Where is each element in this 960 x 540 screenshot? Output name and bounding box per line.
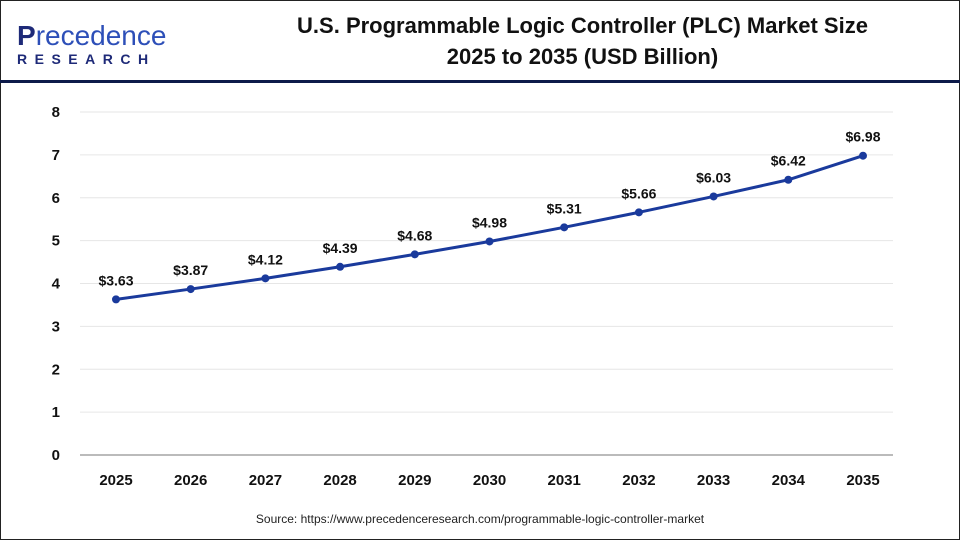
x-tick-label: 2032	[622, 472, 655, 489]
data-label: $4.12	[248, 251, 283, 267]
data-label: $5.66	[621, 185, 656, 201]
y-tick-label: 0	[52, 447, 60, 464]
precedence-research-logo: Precedence RESEARCH	[17, 20, 167, 68]
x-tick-label: 2033	[697, 472, 730, 489]
data-point	[634, 208, 643, 217]
data-label: $4.68	[397, 227, 432, 243]
y-tick-label: 7	[52, 147, 60, 164]
data-point	[261, 274, 270, 283]
y-tick-label: 2	[52, 361, 60, 378]
data-label: $6.03	[696, 169, 731, 185]
data-point	[336, 262, 345, 271]
data-label: $3.87	[173, 262, 208, 278]
data-point	[186, 285, 195, 294]
data-point	[709, 192, 718, 201]
y-tick-label: 8	[52, 104, 60, 121]
x-tick-label: 2030	[473, 472, 506, 489]
data-point	[560, 223, 569, 232]
data-point	[784, 175, 793, 184]
x-tick-label: 2035	[846, 472, 879, 489]
y-tick-label: 6	[52, 190, 60, 207]
data-point	[859, 151, 867, 160]
logo-subtext: RESEARCH	[17, 51, 156, 67]
data-label: $4.39	[323, 240, 358, 256]
x-tick-label: 2025	[99, 472, 132, 489]
x-tick-label: 2029	[398, 472, 431, 489]
logo-letter: P	[17, 20, 36, 51]
x-tick-label: 2028	[323, 472, 356, 489]
data-point	[485, 237, 494, 246]
data-label: $5.31	[547, 200, 582, 216]
data-label: $4.98	[472, 214, 507, 230]
title-line-1: U.S. Programmable Logic Controller (PLC)…	[297, 13, 868, 38]
data-label: $6.42	[771, 153, 806, 169]
data-label: $3.63	[98, 272, 133, 288]
y-tick-label: 5	[52, 233, 60, 250]
x-tick-label: 2034	[772, 472, 806, 489]
data-point	[410, 250, 419, 259]
x-tick-label: 2026	[174, 472, 207, 489]
y-tick-label: 1	[52, 404, 60, 421]
x-tick-label: 2027	[249, 472, 282, 489]
data-label: $6.98	[845, 129, 880, 145]
chart-title: U.S. Programmable Logic Controller (PLC)…	[210, 10, 955, 72]
title-line-2: 2025 to 2035 (USD Billion)	[446, 44, 719, 69]
header: Precedence RESEARCH U.S. Programmable Lo…	[0, 0, 960, 83]
source-note: Source: https://www.precedenceresearch.c…	[255, 512, 705, 526]
data-point	[112, 295, 120, 304]
y-tick-label: 3	[52, 318, 60, 335]
logo-text: recedence	[35, 20, 167, 51]
x-tick-label: 2031	[548, 472, 581, 489]
y-tick-label: 4	[52, 276, 61, 293]
